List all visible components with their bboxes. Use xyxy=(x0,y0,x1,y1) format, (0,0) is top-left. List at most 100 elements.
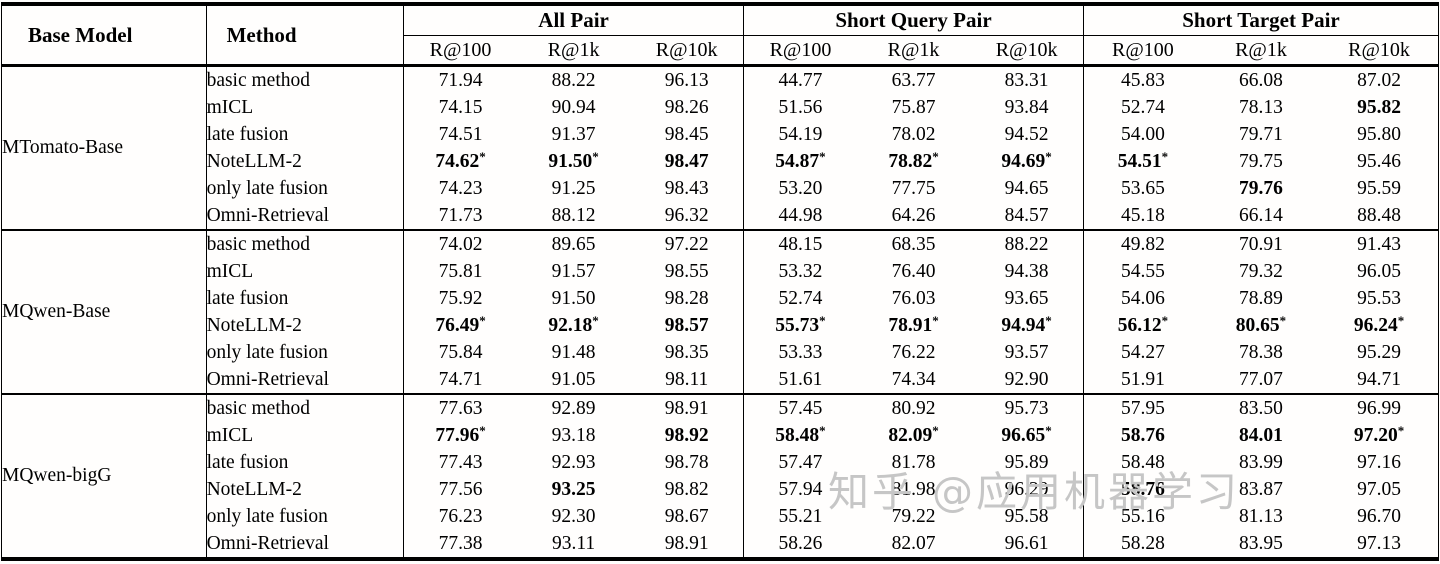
metric-cell: 98.67 xyxy=(630,503,745,530)
table-row: Omni-Retrieval 71.73 88.12 96.32 44.98 64.26 8… xyxy=(2,202,1439,230)
base-model-cell: MTomato-Base xyxy=(1,65,207,230)
metric-cell: 81.98 xyxy=(857,476,970,503)
metric-cell: 83.31 xyxy=(970,65,1084,94)
subcol-shortquery-r100: R@100 xyxy=(743,35,857,67)
metric-cell: 95.80 xyxy=(1320,121,1438,148)
metric-value: 74.02 xyxy=(438,233,483,255)
metric-cell: 79.76 xyxy=(1202,175,1320,202)
metric-cell: 93.57 xyxy=(970,339,1084,366)
metric-value: 45.18 xyxy=(1120,204,1165,226)
metric-value: 91.37 xyxy=(551,123,596,145)
metric-cell: 58.28 xyxy=(1083,530,1201,559)
metric-cell: 77.56 xyxy=(404,476,517,503)
metric-value: 87.02 xyxy=(1357,69,1401,91)
metric-cell: 92.90 xyxy=(970,366,1084,394)
table-row: late fusion 77.43 92.93 98.78 57.47 81.78 95.8… xyxy=(2,449,1439,476)
metric-cell: 94.94* xyxy=(970,312,1084,339)
metric-cell: 57.94 xyxy=(744,476,857,503)
metric-cell: 75.84 xyxy=(404,339,517,366)
metric-cell: 78.89 xyxy=(1202,285,1320,312)
metric-cell: 79.32 xyxy=(1202,258,1320,285)
metric-value: 55.16 xyxy=(1120,505,1165,527)
metric-value: 77.38 xyxy=(438,532,483,554)
table-row: mICL 75.81 91.57 98.55 53.32 76.40 94.38 54.55 7… xyxy=(2,258,1439,285)
method-cell: mICL xyxy=(206,94,405,121)
metric-value: 52.74 xyxy=(778,287,823,309)
significance-star: * xyxy=(932,312,939,328)
metric-value: 78.89 xyxy=(1239,287,1283,309)
metric-value: 95.73 xyxy=(1004,397,1049,419)
metric-cell: 53.32 xyxy=(744,258,857,285)
col-header-method: Method xyxy=(206,4,405,67)
metric-value: 55.21 xyxy=(778,505,823,527)
metric-cell: 95.46 xyxy=(1320,148,1438,175)
significance-star: * xyxy=(1045,422,1052,438)
metric-cell: 54.06 xyxy=(1083,285,1201,312)
metric-cell: 91.50* xyxy=(517,148,630,175)
model-block: MQwen-Base basic method 74.02 89.65 97.22 48.… xyxy=(1,230,1439,394)
metric-value: 95.53 xyxy=(1357,287,1401,309)
metric-value: 44.98 xyxy=(778,204,823,226)
metric-cell: 97.13 xyxy=(1320,530,1438,559)
metric-cell: 91.25 xyxy=(517,175,630,202)
metric-cell: 95.53 xyxy=(1320,285,1438,312)
metric-cell: 58.26 xyxy=(744,530,857,559)
subcol-shorttarget-r1k: R@1k xyxy=(1201,35,1321,67)
metric-cell: 76.49* xyxy=(404,312,517,339)
metric-value: 92.30 xyxy=(551,505,596,527)
method-cell: mICL xyxy=(206,422,405,449)
metric-value: 89.65 xyxy=(551,233,596,255)
metric-value: 98.91 xyxy=(664,532,709,554)
metric-value: 54.06 xyxy=(1120,287,1165,309)
metric-value: 97.05 xyxy=(1357,478,1401,500)
metric-value: 97.16 xyxy=(1357,451,1401,473)
method-cell: Omni-Retrieval xyxy=(206,202,405,230)
metric-cell: 95.29 xyxy=(1320,339,1438,366)
method-cell: late fusion xyxy=(206,285,405,312)
metric-cell: 56.12* xyxy=(1083,312,1201,339)
metric-cell: 93.65 xyxy=(970,285,1084,312)
metric-value: 57.94 xyxy=(778,478,823,500)
metric-value: 77.75 xyxy=(891,177,936,199)
metric-value: 54.00 xyxy=(1120,123,1165,145)
metric-cell: 44.77 xyxy=(744,66,857,95)
metric-cell: 91.43 xyxy=(1320,230,1438,258)
method-cell: mICL xyxy=(206,258,405,285)
metric-value: 53.33 xyxy=(778,341,823,363)
metric-value: 84.01 xyxy=(1239,424,1283,446)
method-cell: only late fusion xyxy=(206,503,405,530)
metric-value: 75.92 xyxy=(438,287,483,309)
significance-star: * xyxy=(932,422,939,438)
metric-value: 92.93 xyxy=(551,451,596,473)
table-row: NoteLLM-2 74.62* 91.50* 98.47 54.87* 78.82* 94… xyxy=(2,148,1439,175)
metric-cell: 55.21 xyxy=(744,503,857,530)
metric-value: 96.61 xyxy=(1004,532,1049,554)
metric-value: 54.87 xyxy=(775,150,820,172)
metric-cell: 92.89 xyxy=(517,394,630,422)
metric-cell: 74.34 xyxy=(857,366,970,394)
metric-cell: 76.03 xyxy=(857,285,970,312)
group-header-row: Base Model Method All Pair Short Query P… xyxy=(1,4,1439,67)
metric-cell: 98.78 xyxy=(630,449,745,476)
metric-cell: 76.23 xyxy=(404,503,517,530)
metric-value: 91.57 xyxy=(551,260,596,282)
col-group-short-query-pair: Short Query Pair xyxy=(743,4,1084,36)
metric-value: 51.91 xyxy=(1120,368,1165,390)
metric-cell: 98.57 xyxy=(630,312,745,339)
method-cell: only late fusion xyxy=(206,339,405,366)
metric-value: 79.71 xyxy=(1239,123,1283,145)
metric-value: 91.05 xyxy=(551,368,596,390)
metric-cell: 83.99 xyxy=(1202,449,1320,476)
metric-value: 84.57 xyxy=(1004,204,1049,226)
metric-value: 77.56 xyxy=(438,478,483,500)
significance-star: * xyxy=(819,312,826,328)
metric-cell: 51.91 xyxy=(1083,366,1201,394)
metric-value: 75.87 xyxy=(891,96,936,118)
metric-cell: 98.91 xyxy=(630,530,745,559)
significance-star: * xyxy=(1397,312,1405,328)
base-model-cell: MQwen-Base xyxy=(1,230,207,394)
metric-cell: 98.26 xyxy=(630,94,745,121)
metric-cell: 83.50 xyxy=(1202,394,1320,422)
significance-star: * xyxy=(1045,148,1052,164)
